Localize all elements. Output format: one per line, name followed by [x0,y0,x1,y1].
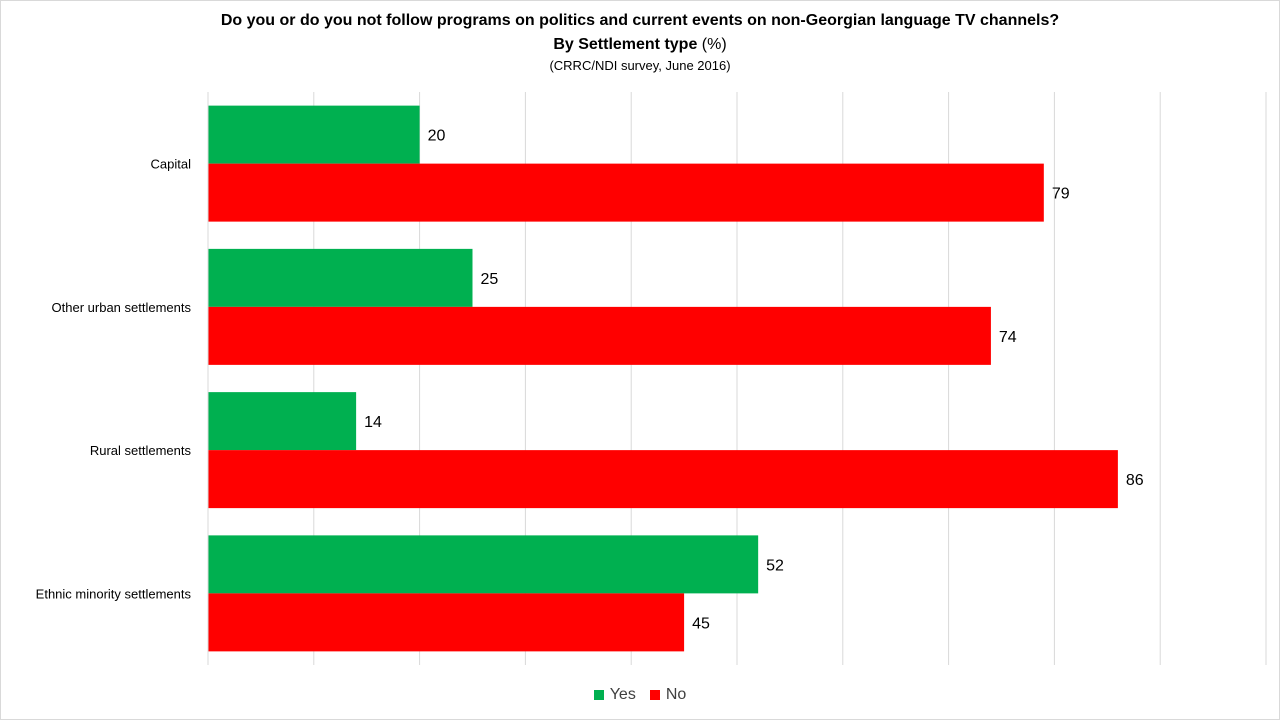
legend-item-no: No [649,686,687,704]
bar-no [208,593,685,652]
chart-subtitle-unit: (%) [697,36,727,53]
chart-subtitle: By Settlement type (%) [0,36,1280,54]
bar-no [208,306,991,365]
legend-label-no: No [665,686,687,703]
data-label: 79 [1052,186,1070,203]
bar-yes [208,105,420,164]
data-label: 45 [692,615,710,632]
bar-yes [208,392,357,451]
bar-no [208,450,1118,509]
data-label: 20 [428,128,446,145]
bar-no [208,163,1044,222]
bar-yes [208,535,759,594]
category-label: Rural settlements [90,443,192,458]
category-label: Capital [151,157,192,172]
chart-subtitle-bold: By Settlement type [553,36,698,53]
chart-source: (CRRC/NDI survey, June 2016) [549,58,731,73]
legend-label-yes: Yes [609,686,636,703]
bar-yes [208,248,473,307]
data-label: 74 [999,329,1017,346]
legend: Yes No [0,686,1280,704]
data-label: 25 [481,271,499,288]
category-label: Ethnic minority settlements [36,586,192,601]
legend-item-yes: Yes [593,686,636,704]
chart-title: Do you or do you not follow programs on … [220,12,1060,29]
legend-swatch-no [649,690,660,700]
data-label: 14 [364,414,382,431]
data-label: 52 [766,557,784,574]
category-label: Other urban settlements [52,300,192,315]
data-label: 86 [1126,472,1144,489]
legend-swatch-yes [593,690,604,700]
